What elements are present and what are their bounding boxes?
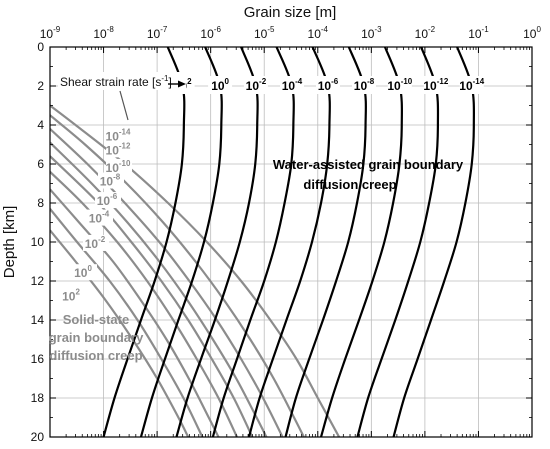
water-creep-curve bbox=[356, 47, 440, 437]
solid-creep-curve bbox=[50, 208, 204, 437]
y-tick-label: 14 bbox=[31, 313, 45, 327]
water-creep-curve bbox=[319, 47, 404, 437]
x-tick-label: 10-9 bbox=[40, 25, 61, 41]
water-creep-curve bbox=[175, 47, 259, 437]
rate-label-bg bbox=[459, 76, 484, 94]
x-axis-title: Grain size [m] bbox=[244, 4, 337, 21]
rate-label-bg bbox=[71, 264, 97, 281]
rate-label-bg bbox=[106, 127, 132, 144]
rate-label-bg bbox=[352, 76, 377, 94]
water-creep-curve bbox=[392, 47, 476, 437]
water-creep-curve bbox=[102, 47, 186, 437]
rate-label-bg bbox=[83, 234, 109, 251]
x-tick-label: 10-8 bbox=[93, 25, 114, 41]
solid-creep-curve bbox=[50, 229, 190, 437]
water-assisted-label: Water-assisted grain boundary diffusion … bbox=[273, 157, 464, 192]
solid-rate-label: 10-6 bbox=[97, 192, 118, 208]
solid-state-label: Solid-state grain boundary diffusion cre… bbox=[49, 312, 144, 363]
solid-creep-curve bbox=[50, 114, 305, 437]
rate-label-bg bbox=[423, 76, 448, 94]
solid-rate-label: 10-14 bbox=[106, 128, 131, 144]
rate-label-bg bbox=[208, 76, 233, 94]
solid-label-line-2: grain boundary bbox=[49, 330, 144, 345]
grid bbox=[49, 46, 533, 438]
rate-label-bg bbox=[243, 76, 268, 94]
y-axis-title: Depth [km] bbox=[1, 206, 18, 279]
x-tick-label: 100 bbox=[523, 25, 541, 41]
y-tick-label: 0 bbox=[37, 40, 44, 54]
water-creep-curve bbox=[139, 47, 223, 437]
solid-label-line-3: diffusion creep bbox=[49, 348, 142, 363]
shear-rate-annotation: Shear strain rate [s-1] bbox=[58, 72, 186, 121]
rate-label-bg bbox=[387, 76, 412, 94]
x-tick-label: 10-7 bbox=[147, 25, 168, 41]
solid-rate-label: 102 bbox=[62, 288, 80, 304]
rate-label-bg bbox=[98, 172, 124, 189]
water-rate-label: 10-8 bbox=[354, 77, 375, 93]
water-label-line-1: Water-assisted grain boundary bbox=[273, 157, 464, 172]
rate-label-bg bbox=[87, 209, 113, 226]
solid-rate-label: 10-8 bbox=[100, 173, 121, 189]
y-tick-label: 20 bbox=[31, 430, 45, 444]
water-rate-label: 10-6 bbox=[318, 77, 339, 93]
x-tick-label: 10-6 bbox=[200, 25, 221, 41]
shear-rate-arrow-head bbox=[178, 80, 186, 88]
rate-label-bg bbox=[95, 192, 121, 209]
solid-rate-label: 10-10 bbox=[106, 159, 131, 175]
water-rate-label: 100 bbox=[211, 77, 229, 93]
solid-rate-label: 10-2 bbox=[85, 235, 106, 251]
x-tick-label: 10-5 bbox=[254, 25, 275, 41]
water-rate-label: 10-4 bbox=[282, 77, 303, 93]
rate-label-bg bbox=[106, 158, 132, 175]
solid-rate-label: 100 bbox=[74, 264, 92, 280]
water-creep-curve bbox=[247, 47, 331, 437]
y-tick-label: 4 bbox=[37, 118, 44, 132]
solid-label-line-1: Solid-state bbox=[63, 312, 129, 327]
y-tick-label: 12 bbox=[31, 274, 45, 288]
water-creep-curve bbox=[284, 47, 367, 437]
solid-rate-label: 10-12 bbox=[106, 141, 131, 157]
water-creep-curve bbox=[211, 47, 295, 437]
y-tick-label: 10 bbox=[31, 235, 45, 249]
solid-rate-pointer bbox=[119, 90, 129, 121]
water-assisted-curves bbox=[102, 47, 476, 437]
solid-creep-curve bbox=[50, 104, 341, 437]
y-tick-label: 18 bbox=[31, 391, 45, 405]
x-tick-label: 10-4 bbox=[308, 25, 329, 41]
solid-rate-label: 10-4 bbox=[89, 210, 110, 226]
y-tick-label: 6 bbox=[37, 157, 44, 171]
y-tick-label: 2 bbox=[37, 79, 44, 93]
solid-creep-curve bbox=[50, 188, 220, 437]
axes bbox=[49, 46, 533, 438]
rate-label-bg bbox=[279, 76, 304, 94]
water-rate-label: 10-2 bbox=[246, 77, 267, 93]
x-tick-label: 10-1 bbox=[468, 25, 489, 41]
water-rate-label: 10-10 bbox=[387, 77, 412, 93]
rate-label-bg bbox=[59, 287, 85, 304]
shear-rate-text: Shear strain rate [s-1] bbox=[60, 74, 172, 89]
rate-label-bg bbox=[106, 141, 132, 158]
water-rate-label: 10-14 bbox=[459, 77, 484, 93]
y-tick-label: 16 bbox=[31, 352, 45, 366]
x-tick-label: 10-2 bbox=[415, 25, 436, 41]
x-tick-label: 10-3 bbox=[361, 25, 382, 41]
water-label-line-2: diffusion creep bbox=[303, 177, 396, 192]
y-tick-label: 8 bbox=[37, 196, 44, 210]
water-rate-label: 10-12 bbox=[423, 77, 448, 93]
solid-creep-curve bbox=[50, 171, 238, 437]
rate-label-bg bbox=[315, 76, 340, 94]
